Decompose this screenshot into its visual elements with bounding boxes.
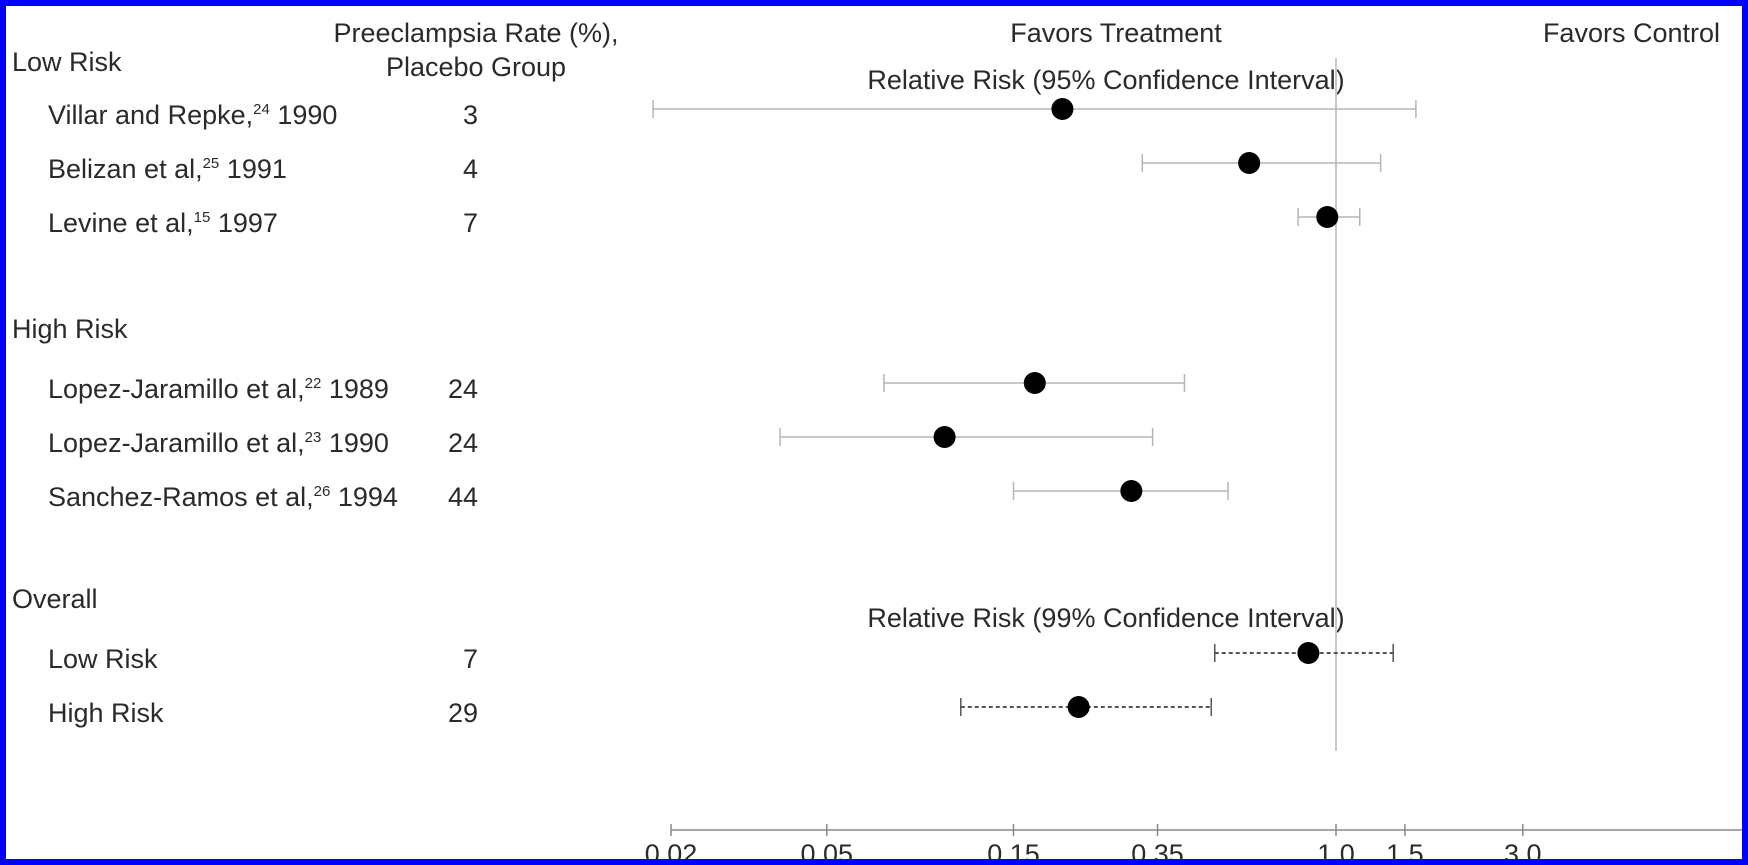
summary-label-high-risk: High Risk <box>48 698 164 728</box>
favors-treatment-label: Favors Treatment <box>1010 18 1222 48</box>
study-year: 1994 <box>337 482 398 512</box>
study-reference: 24 <box>253 101 270 118</box>
study-name: Lopez-Jaramillo et al, <box>48 374 305 404</box>
x-tick-label: 0.02 <box>644 839 698 859</box>
point-estimate-marker <box>933 426 956 448</box>
study-name: Villar and Repke, <box>48 100 254 130</box>
study-year: 1989 <box>328 374 389 404</box>
forest-plot-figure: Preeclampsia Rate (%), Placebo Group Fav… <box>6 6 1742 859</box>
study-reference: 15 <box>193 209 211 226</box>
rate-column-header-line1: Preeclampsia Rate (%), <box>333 18 619 48</box>
study-label: Belizan et al,25 1991 <box>48 156 287 183</box>
placebo-rate: 24 <box>447 374 478 404</box>
group-label-low-risk: Low Risk <box>12 47 122 77</box>
point-estimate-marker <box>1051 98 1074 120</box>
study-label: Lopez-Jaramillo et al,22 1989 <box>48 376 389 403</box>
point-estimate-marker <box>1023 372 1046 394</box>
study-reference: 25 <box>202 155 220 172</box>
placebo-rate: 3 <box>462 100 478 130</box>
placebo-rate: 44 <box>447 482 478 512</box>
study-year: 1990 <box>277 100 338 130</box>
forest-plot-canvas <box>652 58 1742 836</box>
x-tick-label: 3.0 <box>1503 839 1542 859</box>
x-tick-label: 0.05 <box>800 839 854 859</box>
study-label: Levine et al,15 1997 <box>48 210 278 237</box>
study-name: Sanchez-Ramos et al, <box>48 482 314 512</box>
point-estimate-marker <box>1238 152 1261 174</box>
group-label-overall: Overall <box>12 584 98 614</box>
placebo-rate: 7 <box>462 644 478 674</box>
ci99-label: Relative Risk (99% Confidence Interval) <box>867 603 1345 633</box>
study-name: Belizan et al, <box>48 154 203 184</box>
ci95-label: Relative Risk (95% Confidence Interval) <box>867 65 1345 95</box>
placebo-rate: 7 <box>462 208 478 238</box>
study-label: Lopez-Jaramillo et al,23 1990 <box>48 430 389 457</box>
placebo-rate: 4 <box>462 154 478 184</box>
point-estimate-marker <box>1297 642 1320 664</box>
summary-label-low-risk: Low Risk <box>48 644 158 674</box>
study-label: Sanchez-Ramos et al,26 1994 <box>48 484 398 511</box>
point-estimate-marker <box>1120 480 1143 502</box>
study-reference: 22 <box>304 375 322 392</box>
study-year: 1997 <box>217 208 278 238</box>
study-name: Levine et al, <box>48 208 194 238</box>
favors-control-label: Favors Control <box>1542 18 1720 48</box>
study-label: Villar and Repke,24 1990 <box>48 102 337 129</box>
x-tick-label: 0.15 <box>987 839 1040 859</box>
rate-column-header-line2: Placebo Group <box>385 52 567 82</box>
study-name: Lopez-Jaramillo et al, <box>48 428 305 458</box>
x-tick-label: 0.35 <box>1131 839 1184 859</box>
group-label-high-risk: High Risk <box>12 314 128 344</box>
study-reference: 23 <box>304 429 322 446</box>
study-year: 1990 <box>328 428 389 458</box>
point-estimate-marker <box>1316 206 1339 228</box>
x-tick-label: 1.5 <box>1386 839 1424 859</box>
study-reference: 26 <box>313 483 331 500</box>
point-estimate-marker <box>1067 696 1090 718</box>
x-tick-label: 1.0 <box>1317 839 1355 859</box>
study-year: 1991 <box>226 154 287 184</box>
placebo-rate: 29 <box>447 698 478 728</box>
placebo-rate: 24 <box>447 428 478 458</box>
